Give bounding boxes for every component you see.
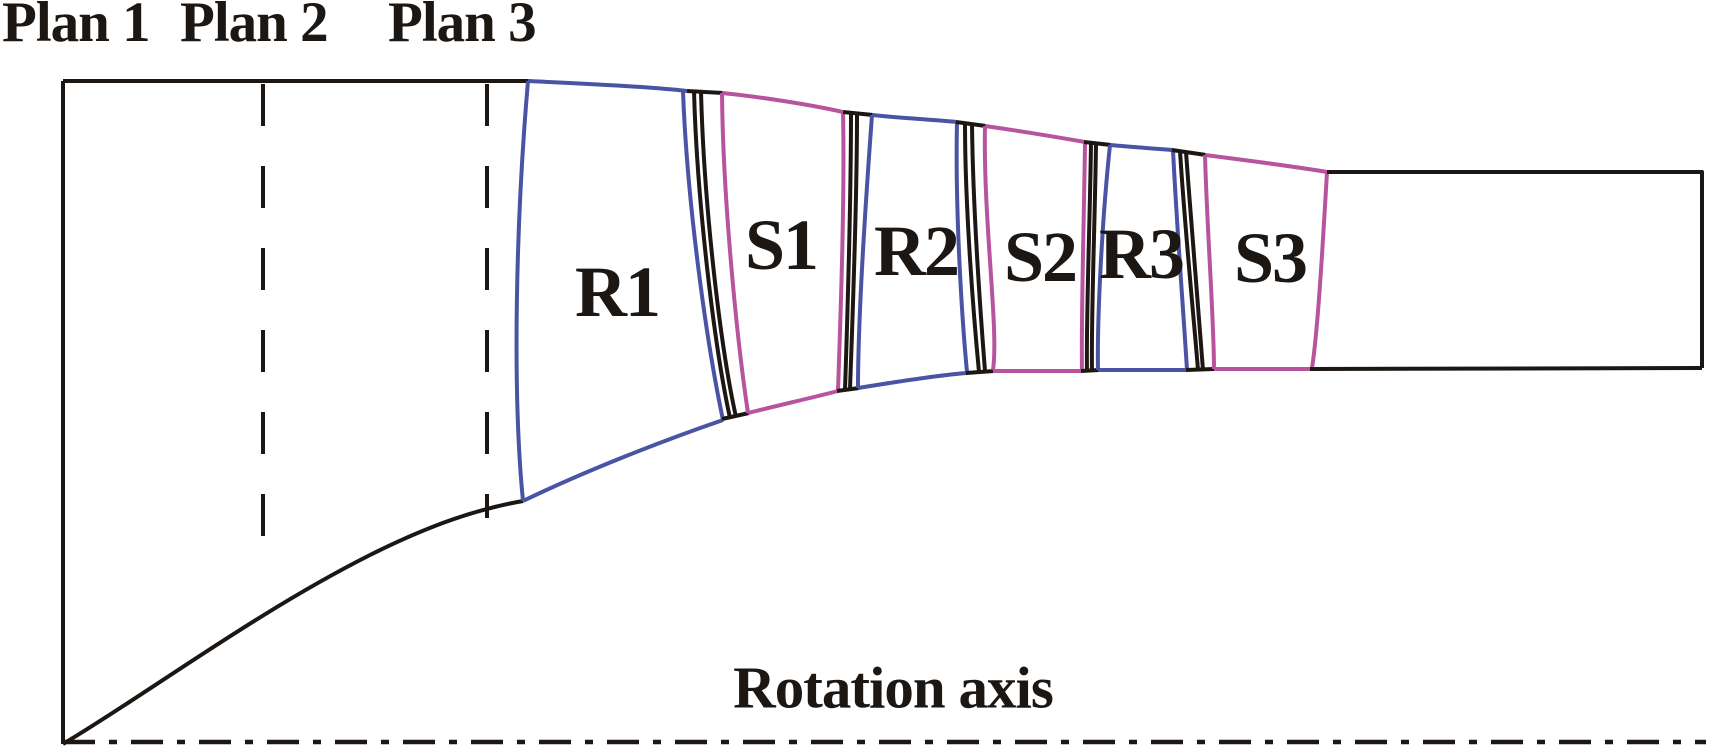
r1-s1-station-line-1 [692, 90, 732, 419]
s1-r2-hub-cap [836, 386, 860, 393]
plan-2-label: Plan 2 [180, 0, 329, 54]
r3-leading-edge [1095, 144, 1112, 371]
hub-inlet-curve [61, 499, 524, 746]
r3-s3-casing-cap [1171, 148, 1207, 157]
s3-casing-line [1204, 153, 1328, 174]
rotor-3-label: R3 [1099, 214, 1185, 294]
stator-2-label: S2 [1003, 217, 1078, 297]
r1-hub-line [522, 418, 724, 503]
s2-trailing-edge [1079, 141, 1087, 372]
r2-trailing-edge [954, 121, 969, 373]
s3-leading-edge [1203, 154, 1216, 370]
s2-r3-station-line-2 [1089, 142, 1098, 371]
r1-casing-line [527, 79, 688, 93]
s2-r3-hub-cap [1080, 368, 1100, 373]
s1-r2-casing-cap [842, 110, 874, 117]
r2-s2-casing-cap [955, 120, 987, 128]
rotation-axis-label: Rotation axis [733, 654, 1054, 721]
s1-leading-edge [720, 92, 750, 414]
s1-casing-line [721, 91, 844, 114]
s2-leading-edge [982, 125, 997, 371]
s3-trailing-edge [1310, 171, 1329, 369]
rotor-2-label: R2 [874, 211, 960, 291]
casing-outlet-line [1327, 170, 1704, 368]
r2-hub-line [857, 371, 968, 390]
s1-r2-station-line-2 [848, 113, 859, 390]
plan-3-label: Plan 3 [388, 0, 537, 54]
r2-s2-station-line-1 [963, 122, 981, 373]
r1-s1-station-line-2 [699, 91, 738, 418]
s1-hub-line [747, 389, 839, 415]
r1-s1-hub-cap [721, 411, 750, 421]
r1-leading-edge [514, 80, 530, 502]
s2-r3-station-line-1 [1084, 142, 1093, 371]
r1-trailing-edge [681, 90, 725, 421]
r2-casing-line [871, 113, 958, 124]
r2-s2-hub-cap [965, 369, 995, 375]
r3-s3-hub-cap [1185, 367, 1215, 372]
r1-s1-casing-cap [686, 89, 724, 95]
s2-r3-casing-cap [1083, 140, 1112, 147]
plan-1-label: Plan 1 [2, 0, 151, 54]
r3-casing-line [1109, 143, 1174, 152]
s2-casing-line [984, 124, 1086, 144]
rotor-1-label: R1 [575, 252, 661, 332]
r2-leading-edge [856, 114, 874, 389]
r3-trailing-edge [1171, 149, 1189, 371]
r3-s3-station-line-1 [1178, 150, 1200, 371]
hub-outlet-line [1309, 366, 1703, 371]
stator-3-label: S3 [1233, 218, 1308, 298]
stator-1-label: S1 [744, 205, 819, 285]
r2-s2-station-line-2 [970, 123, 987, 372]
s1-trailing-edge [836, 111, 846, 392]
r3-s3-station-line-2 [1184, 151, 1205, 371]
s1-r2-station-line-1 [843, 112, 853, 391]
